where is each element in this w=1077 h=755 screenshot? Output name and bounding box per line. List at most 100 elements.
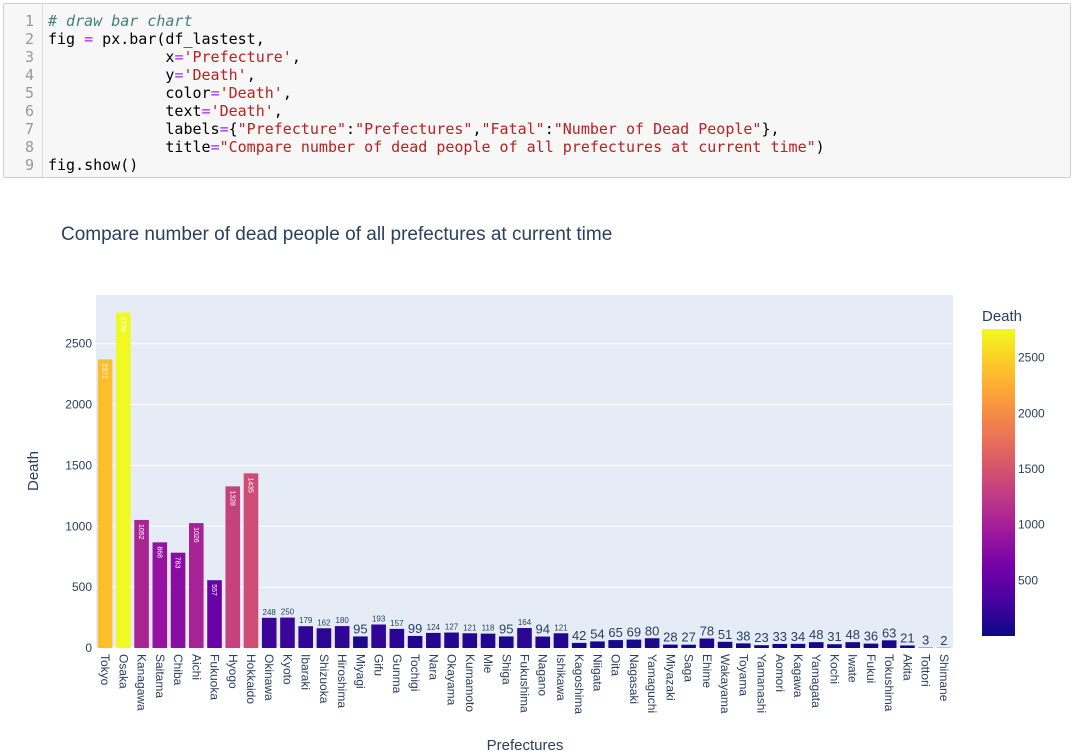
bar[interactable] — [736, 643, 751, 648]
code-editor[interactable]: # draw bar chart fig = px.bar(df_lastest,… — [48, 12, 825, 174]
code-token: , — [246, 66, 256, 84]
bar[interactable] — [663, 644, 678, 648]
bar[interactable] — [571, 642, 587, 648]
bar-value-label: 1435 — [246, 477, 253, 493]
bar[interactable] — [371, 624, 386, 648]
bar[interactable] — [754, 645, 769, 648]
bar-value-label: 21 — [900, 630, 914, 645]
code-token: : — [346, 120, 356, 138]
bar[interactable] — [444, 632, 459, 648]
bar-value-label: 31 — [827, 629, 841, 644]
bar[interactable] — [681, 644, 696, 648]
bar-value-label: 34 — [791, 629, 805, 644]
bar[interactable] — [152, 542, 168, 648]
bar[interactable] — [881, 640, 897, 648]
x-tick-label: Toyama — [736, 654, 750, 696]
bar[interactable] — [535, 636, 551, 648]
bar-value-label: 33 — [773, 629, 787, 644]
bar[interactable] — [353, 636, 368, 648]
bar[interactable] — [243, 473, 259, 648]
line-number: 1 — [24, 12, 34, 30]
bar[interactable] — [626, 639, 642, 648]
bar[interactable] — [170, 552, 186, 648]
x-tick-label: Wakayama — [718, 654, 732, 714]
code-token: { — [228, 120, 238, 138]
bar[interactable] — [590, 641, 605, 648]
bar[interactable] — [699, 638, 715, 648]
bar-value-label: 23 — [754, 630, 768, 645]
bar[interactable] — [772, 643, 788, 648]
bars[interactable] — [97, 312, 952, 648]
bar[interactable] — [116, 312, 131, 648]
bar[interactable] — [863, 643, 879, 648]
code-token: , — [291, 48, 301, 66]
bar[interactable] — [334, 626, 350, 648]
bar[interactable] — [608, 640, 623, 648]
bar[interactable] — [790, 643, 806, 648]
bar-value-label: 1026 — [192, 527, 199, 543]
bar[interactable] — [644, 638, 660, 648]
code-line: color='Death', — [48, 84, 825, 102]
bar[interactable] — [808, 642, 824, 648]
bar[interactable] — [389, 628, 405, 648]
bar[interactable] — [900, 645, 915, 648]
plot-area — [96, 295, 953, 648]
bar[interactable] — [207, 580, 222, 648]
bar[interactable] — [407, 635, 423, 648]
x-tick-label: Okayama — [445, 654, 459, 706]
code-line: # draw bar chart — [48, 12, 825, 30]
code-token: labels — [48, 120, 220, 138]
bar[interactable] — [480, 633, 496, 648]
bar[interactable] — [316, 628, 332, 648]
x-tick-label: Tokushima — [882, 654, 896, 712]
x-tick-label: Akita — [900, 654, 914, 681]
x-tick-label: Aichi — [189, 654, 203, 680]
code-line: fig.show() — [48, 156, 825, 174]
bar-value-label: 2756 — [119, 317, 126, 333]
bar[interactable] — [188, 523, 204, 648]
x-tick-label: Kagoshima — [572, 654, 586, 714]
bar[interactable] — [298, 626, 313, 648]
code-token: = — [174, 66, 184, 84]
bar[interactable] — [225, 486, 241, 648]
x-tick-labels: Tokyo Osaka Kanagawa Saitama Chiba Aichi Fukuo… — [98, 654, 951, 714]
code-line: title="Compare number of dead people of … — [48, 138, 825, 156]
y-tick-label: 1000 — [65, 519, 92, 533]
bar[interactable] — [134, 519, 149, 648]
x-tick-label: Okinawa — [262, 654, 276, 701]
code-token: , — [472, 120, 482, 138]
code-line: x='Prefecture', — [48, 48, 825, 66]
bar-value-label: 69 — [627, 625, 641, 640]
bar[interactable] — [462, 633, 478, 648]
bar[interactable] — [280, 617, 295, 648]
line-number: 2 — [24, 30, 34, 48]
bar[interactable] — [97, 359, 113, 648]
bar[interactable] — [553, 633, 569, 648]
code-token: = — [84, 30, 94, 48]
bar[interactable] — [827, 644, 842, 648]
code-token: , — [282, 84, 292, 102]
x-tick-label: Nagasaki — [627, 654, 641, 704]
x-tick-label: Aomori — [773, 654, 787, 692]
x-axis-title: Prefectures — [487, 737, 564, 754]
bar-value-label: 1052 — [137, 524, 144, 540]
bar[interactable] — [261, 617, 277, 648]
bar[interactable] — [717, 641, 733, 648]
bar[interactable] — [517, 628, 532, 648]
bar[interactable] — [498, 636, 514, 648]
x-tick-label: Shizuoka — [317, 654, 331, 704]
bar-value-label: 99 — [408, 621, 422, 636]
code-token: x — [48, 48, 175, 66]
bar-value-label: 94 — [535, 622, 549, 637]
bar-value-label: 51 — [718, 627, 732, 642]
bar[interactable] — [845, 642, 861, 648]
bar[interactable] — [426, 632, 441, 648]
code-token: "Fatal" — [481, 120, 545, 138]
code-token: ) — [815, 138, 825, 156]
colorbar-tick-label: 2000 — [1018, 406, 1045, 420]
x-tick-label: Miyagi — [353, 654, 367, 689]
x-tick-label: Shiga — [499, 654, 513, 685]
line-number: 9 — [24, 156, 34, 174]
